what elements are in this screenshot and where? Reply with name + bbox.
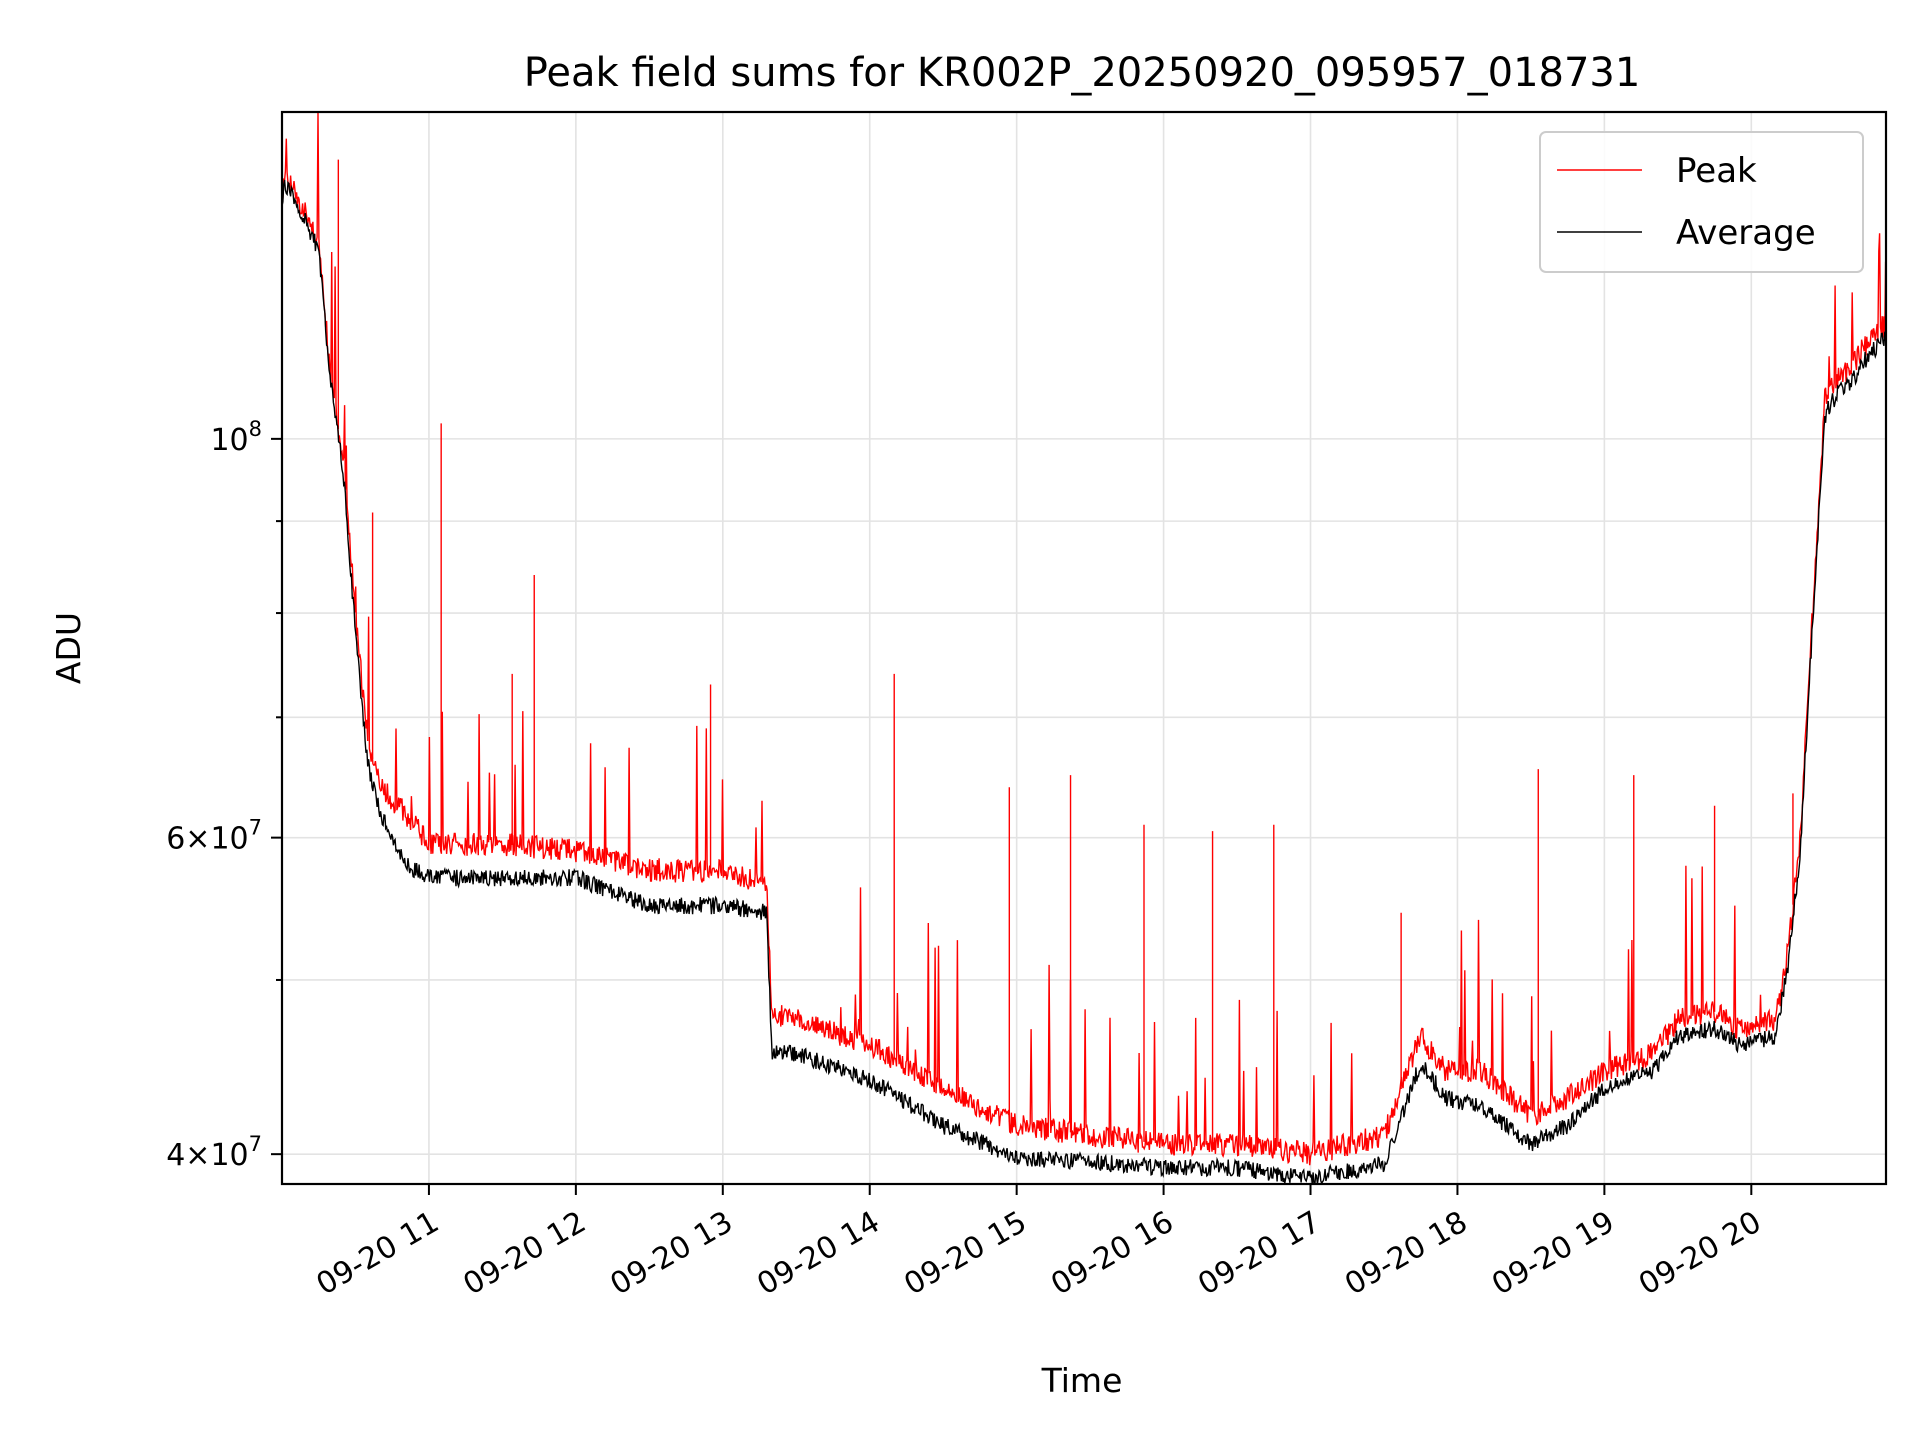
y-tick-label: 6×107 bbox=[166, 816, 262, 857]
chart-title: Peak field sums for KR002P_20250920_0959… bbox=[524, 50, 1641, 96]
x-tick-label: 09-20 17 bbox=[1192, 1205, 1326, 1303]
x-tick-label: 09-20 14 bbox=[751, 1205, 885, 1303]
x-tick-label: 09-20 19 bbox=[1486, 1205, 1620, 1303]
plot-area bbox=[282, 112, 1886, 1184]
x-tick-label: 09-20 16 bbox=[1045, 1205, 1179, 1303]
y-axis-label: ADU bbox=[49, 612, 88, 684]
x-tick-label: 09-20 11 bbox=[311, 1205, 445, 1303]
grid-lines bbox=[282, 112, 1886, 1184]
y-tick-label: 4×107 bbox=[166, 1132, 262, 1173]
legend-peak-label: Peak bbox=[1676, 151, 1757, 191]
y-tick-label: 108 bbox=[210, 417, 262, 458]
series-peak-line bbox=[282, 112, 1886, 1166]
y-axis: 4×107 6×107 108 bbox=[166, 417, 282, 1173]
x-tick-label: 09-20 15 bbox=[898, 1205, 1032, 1303]
legend-box bbox=[1539, 131, 1864, 273]
x-axis-label: Time bbox=[1041, 1361, 1123, 1400]
series-average-line bbox=[282, 179, 1886, 1184]
legend-average-label: Average bbox=[1676, 213, 1816, 253]
legend: Peak Average bbox=[1539, 131, 1864, 273]
x-tick-label: 09-20 13 bbox=[604, 1205, 738, 1303]
x-tick-label: 09-20 18 bbox=[1339, 1205, 1473, 1303]
x-tick-label: 09-20 20 bbox=[1633, 1205, 1767, 1303]
x-axis: 09-20 11 09-20 12 09-20 13 09-20 14 09-20 15… bbox=[311, 1184, 1767, 1303]
plot-frame bbox=[280, 110, 1888, 1186]
x-tick-label: 09-20 12 bbox=[458, 1205, 592, 1303]
